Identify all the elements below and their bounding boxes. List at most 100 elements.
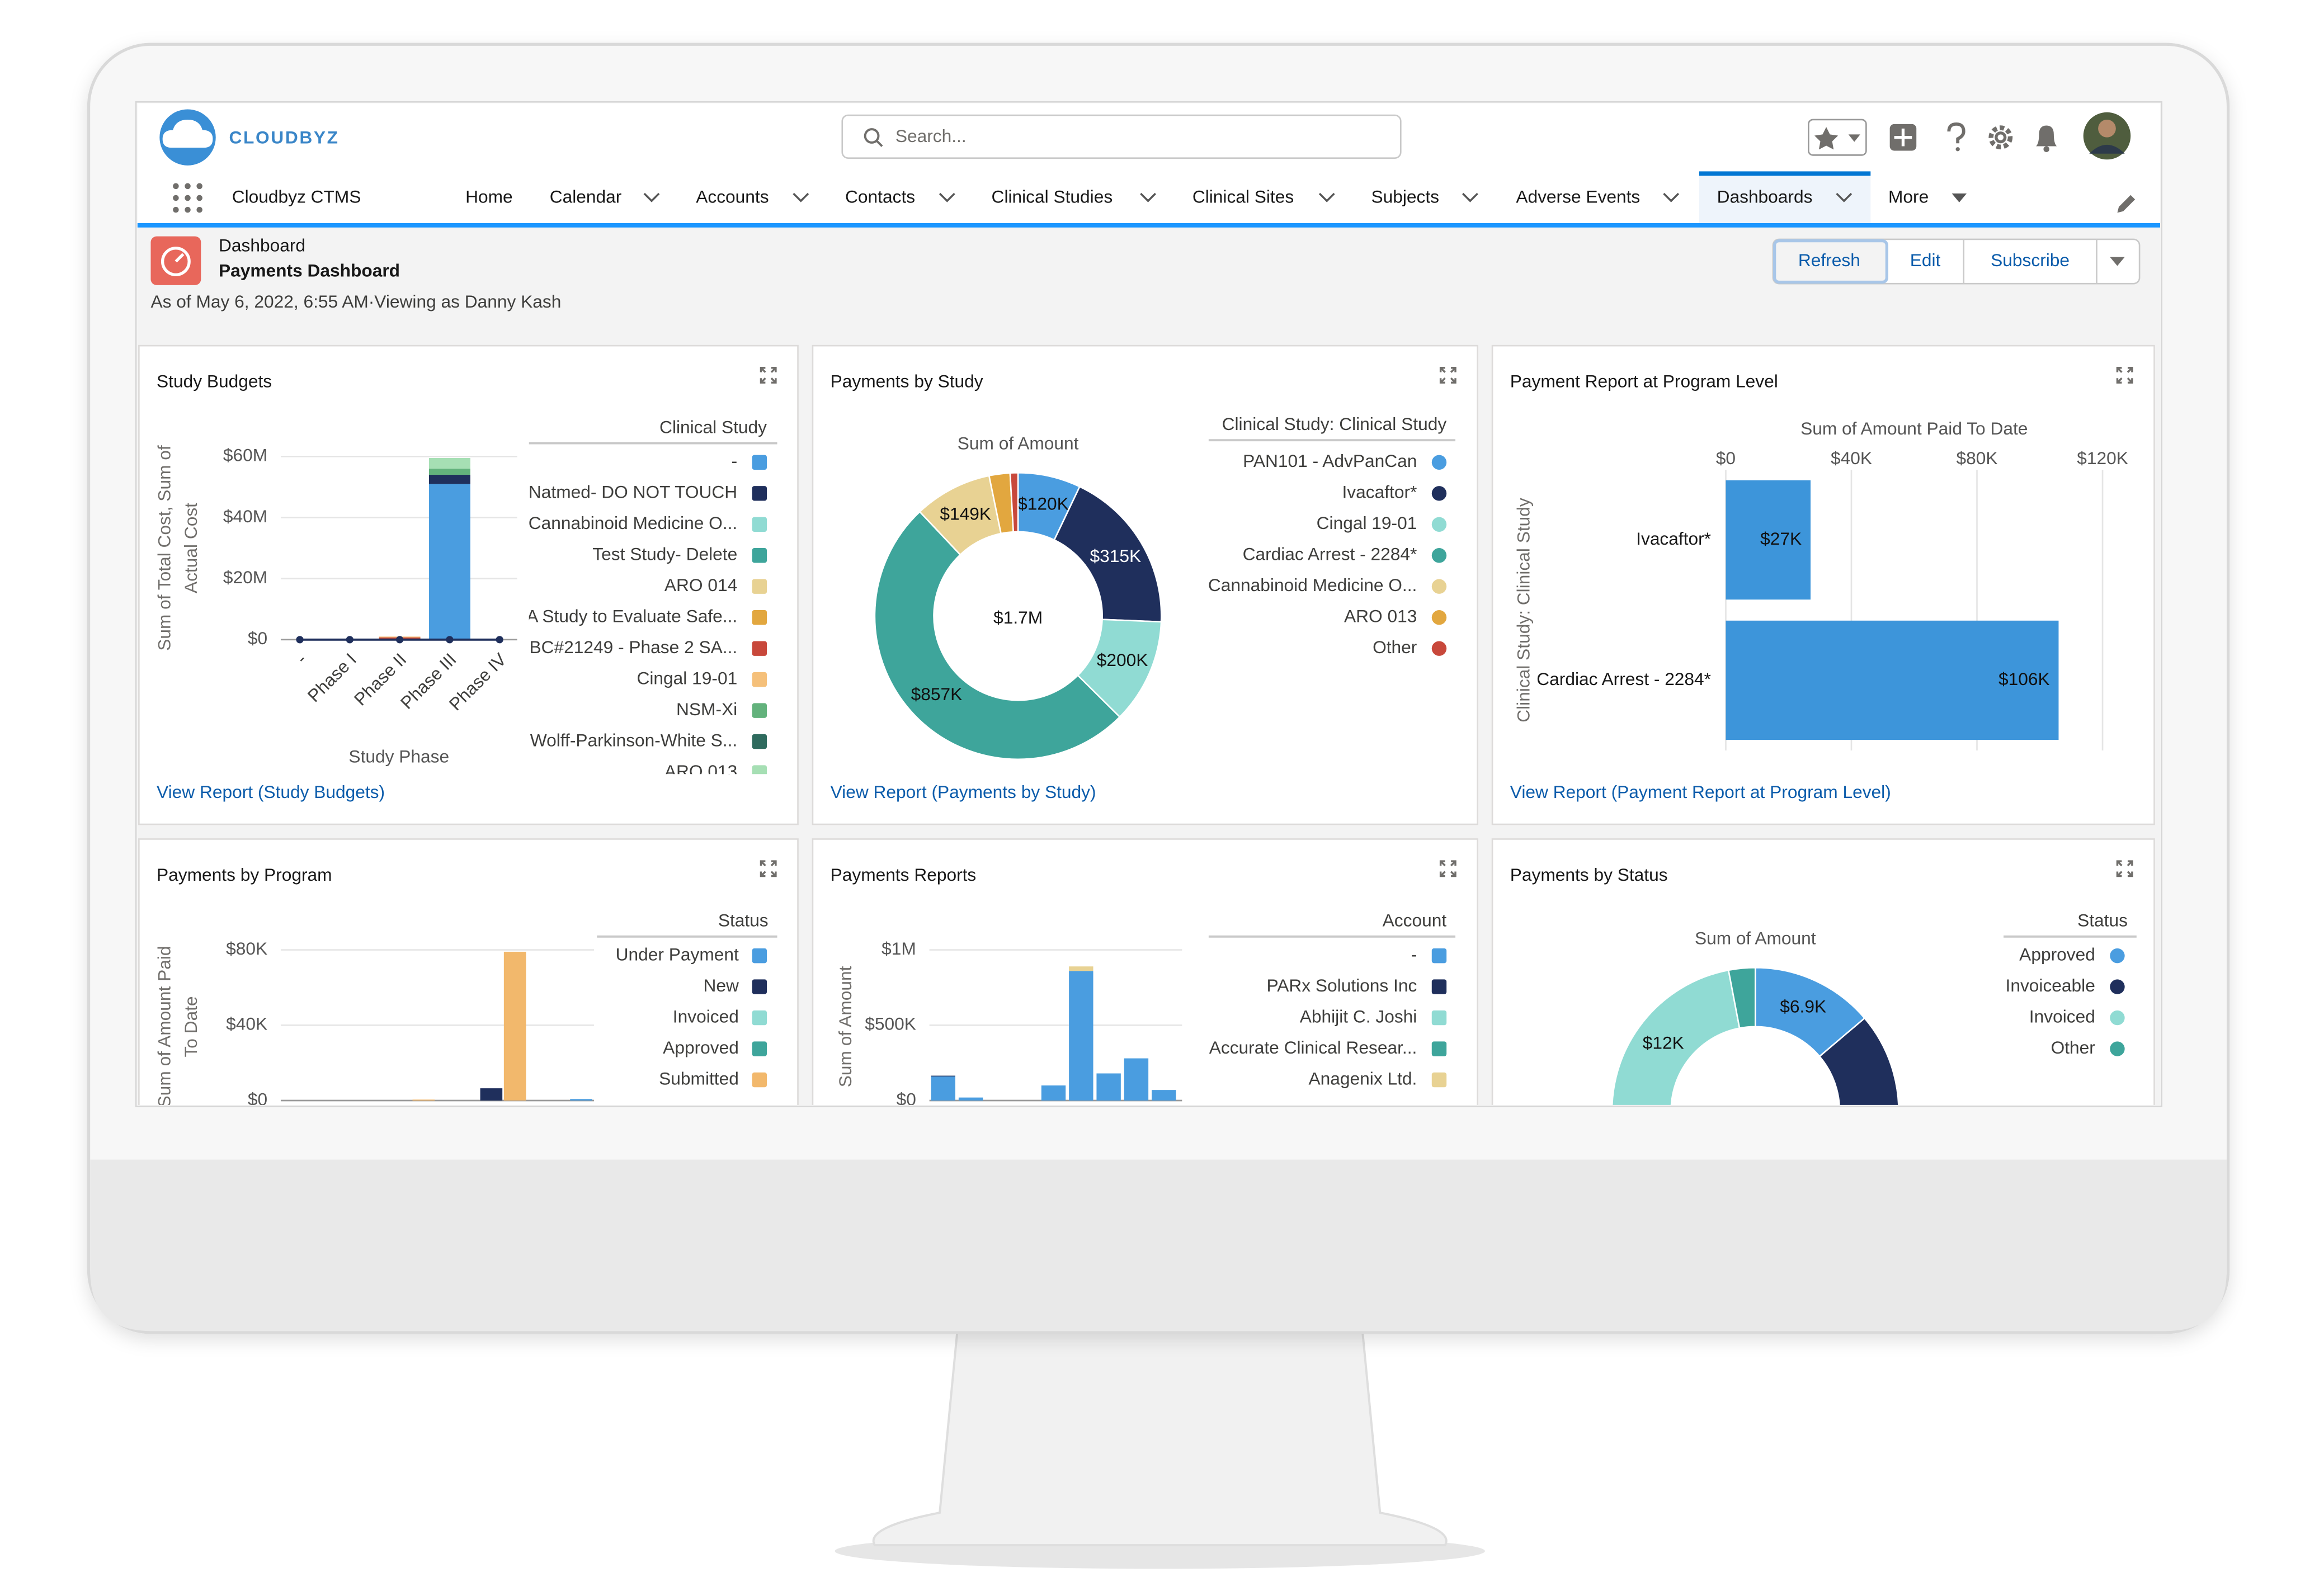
- settings-icon[interactable]: [1988, 125, 2013, 150]
- active-tab-bar: [1699, 171, 1871, 176]
- bar: [412, 1099, 435, 1101]
- y-tick-label: $40M: [223, 506, 267, 526]
- legend-swatch: [752, 979, 767, 994]
- nav-item[interactable]: Adverse Events: [1516, 186, 1640, 206]
- more-actions-button[interactable]: [2110, 257, 2125, 266]
- y-axis-title: Sum of Amount Paid: [154, 946, 174, 1107]
- legend-swatch: [1431, 486, 1447, 501]
- gauge-needle: [175, 253, 185, 263]
- button-label[interactable]: Subscribe: [1991, 250, 2070, 270]
- legend: - Natmed- DO NOT TOUCH Cannabinoid Medicin…: [526, 451, 767, 775]
- nav-chevron: [793, 192, 809, 202]
- legend-swatch: [752, 486, 767, 501]
- expand-icon[interactable]: [1439, 860, 1456, 877]
- legend-label: Cingal 19-01: [637, 668, 738, 688]
- nav-chevron: [643, 192, 660, 202]
- nav-item[interactable]: Clinical Sites: [1192, 186, 1294, 206]
- expand-icon[interactable]: [1439, 367, 1456, 384]
- legend: PAN101 - AdvPanCan Ivacaftor* Cingal 19-01…: [1209, 451, 1447, 657]
- nav-chevron: [939, 192, 955, 202]
- nav-item[interactable]: Clinical Studies: [992, 186, 1113, 206]
- screen: CLOUDBYZ Search... Cloudbyz CTMS: [137, 103, 2161, 1107]
- screen-edge: [135, 101, 2163, 1107]
- legend-swatch: [752, 548, 767, 563]
- favorites-caret: [1848, 134, 1860, 142]
- y-axis-title: Actual Cost: [181, 503, 201, 593]
- y-tick-label: $40K: [226, 1014, 267, 1034]
- launcher-dot: [196, 206, 202, 213]
- search-box[interactable]: [841, 114, 1402, 159]
- legend-swatch: [752, 765, 767, 775]
- avatar-shoulders: [2089, 144, 2125, 154]
- legend-swatch: [752, 641, 767, 656]
- dashboard-panel: [1491, 344, 2155, 825]
- legend-label: BC#21249 - Phase 2 SA...: [530, 637, 738, 657]
- expand-icon[interactable]: [2116, 367, 2133, 384]
- nav-chevron: [1663, 192, 1680, 202]
- nav-chevron: [1462, 192, 1478, 202]
- nav-item[interactable]: Home: [465, 186, 513, 206]
- help-icon[interactable]: [1947, 122, 1965, 144]
- x-axis-title: Sum of Amount Paid To Date: [1800, 418, 2028, 438]
- expand-icon[interactable]: [760, 860, 777, 877]
- legend-swatch: [1431, 1010, 1447, 1026]
- panel-title: Payments by Status: [1510, 865, 1668, 885]
- plus-icon: [1894, 128, 1912, 147]
- expand-icon[interactable]: [760, 367, 777, 384]
- nav-item[interactable]: More: [1888, 186, 1929, 206]
- legend-title: Clinical Study: Clinical Study: [1222, 414, 1447, 434]
- button-label[interactable]: Refresh: [1798, 250, 1860, 270]
- refresh-button[interactable]: [1773, 239, 1889, 284]
- report-link[interactable]: View Report (Payment Report at Program L…: [1510, 782, 1891, 802]
- launcher-dot: [173, 206, 179, 213]
- edit-nav-icon[interactable]: [2117, 195, 2136, 213]
- search-placeholder: Search...: [895, 126, 967, 146]
- help-icon-dot: [1955, 147, 1960, 152]
- logo-cloud: [162, 119, 213, 148]
- legend-label: Invoiced: [2029, 1006, 2095, 1026]
- expand-icon[interactable]: [2116, 860, 2133, 877]
- chart-subtitle: Sum of Amount: [1695, 928, 1816, 948]
- data-label: $12K: [1643, 1032, 1684, 1052]
- legend-swatch: [752, 703, 767, 718]
- data-label: $857K: [911, 684, 963, 704]
- legend-swatch: [2110, 948, 2125, 964]
- nav-item[interactable]: Dashboards: [1717, 186, 1813, 206]
- legend-label: Cannabinoid Medicine O...: [529, 513, 737, 533]
- nav-item[interactable]: Subjects: [1371, 186, 1439, 206]
- star-icon: [1814, 127, 1839, 150]
- legend-label: Accurate Clinical Resear...: [1209, 1037, 1417, 1057]
- legend-swatch: [752, 517, 767, 532]
- category-label: Ivacaftor*: [1636, 528, 1711, 549]
- legend-label: Other: [1373, 637, 1417, 657]
- report-link[interactable]: View Report (Study Budgets): [157, 782, 385, 802]
- legend-swatch: [752, 734, 767, 749]
- app-launcher[interactable]: [173, 183, 202, 213]
- panel-title: Study Budgets: [157, 371, 272, 391]
- notifications-icon[interactable]: [2036, 125, 2057, 147]
- gauge-icon: [161, 247, 191, 276]
- donut-segment: [1818, 1017, 1899, 1105]
- legend-label: Invoiced: [673, 1006, 739, 1026]
- panel-title: Payments by Program: [157, 865, 332, 885]
- y-axis-title: To Date: [181, 996, 201, 1057]
- nav-item[interactable]: Calendar: [550, 186, 622, 206]
- legend-label: A Study to Evaluate Safe...: [526, 606, 737, 626]
- bar-segment: [428, 469, 470, 475]
- launcher-dot: [185, 183, 191, 190]
- line-point: [296, 636, 304, 644]
- legend-label: NSM-Xi: [676, 699, 737, 719]
- y-tick-label: $0: [248, 628, 267, 648]
- legend-swatch: [1431, 610, 1447, 625]
- y-axis-title: Sum of Amount: [835, 966, 855, 1087]
- dashboard-panel: [138, 838, 799, 1105]
- button-label[interactable]: Edit: [1910, 250, 1941, 270]
- legend-label: Approved: [663, 1037, 739, 1057]
- nav-item[interactable]: Contacts: [845, 186, 915, 206]
- legend-swatch: [752, 579, 767, 594]
- nav-item[interactable]: Accounts: [696, 186, 769, 206]
- x-tick-label: $120K: [2077, 448, 2128, 468]
- report-link[interactable]: View Report (Payments by Study): [831, 782, 1096, 802]
- settings-icon-core: [1995, 131, 2007, 144]
